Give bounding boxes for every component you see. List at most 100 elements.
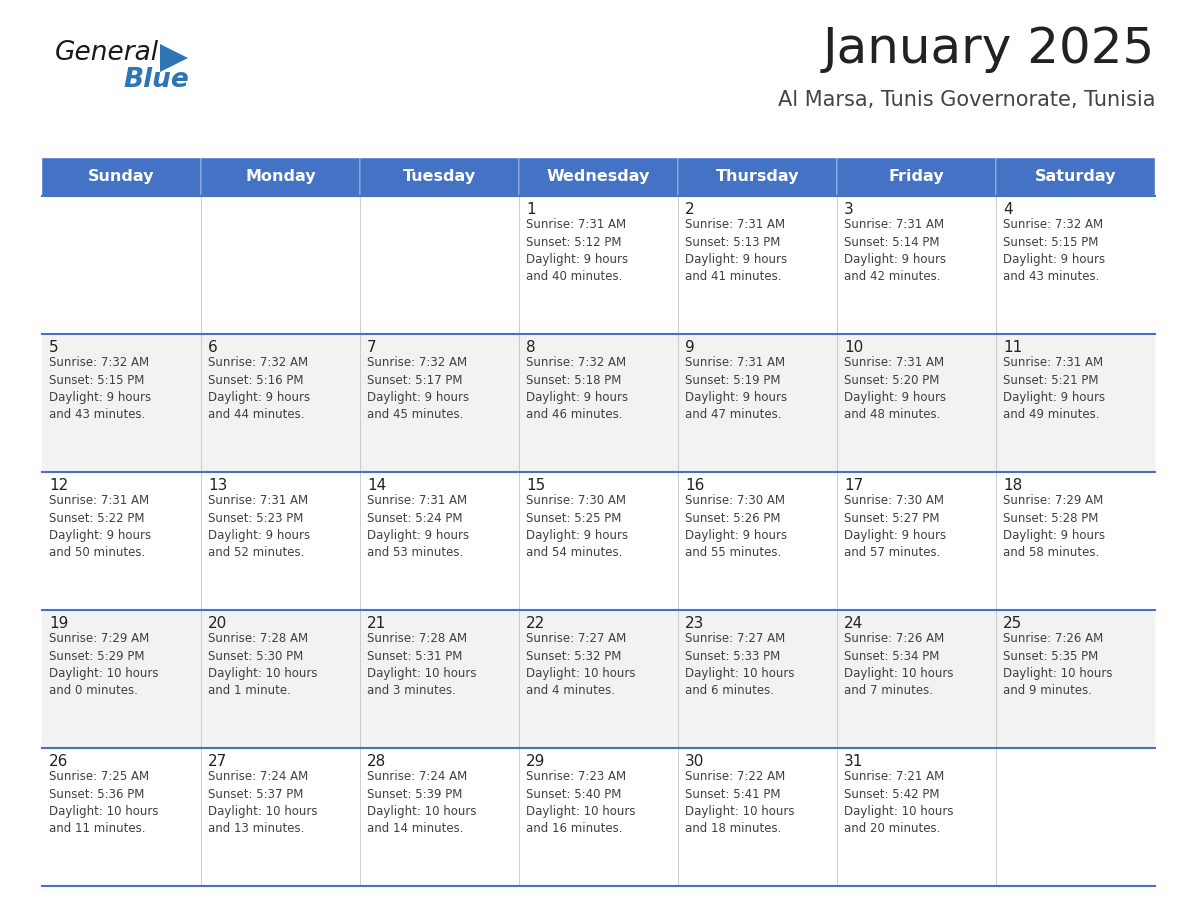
Text: Sunrise: 7:30 AM
Sunset: 5:26 PM
Daylight: 9 hours
and 55 minutes.: Sunrise: 7:30 AM Sunset: 5:26 PM Dayligh… <box>685 494 788 559</box>
Bar <box>201 334 360 472</box>
Bar <box>42 334 201 472</box>
Bar <box>996 196 1155 334</box>
Text: Sunrise: 7:32 AM
Sunset: 5:15 PM
Daylight: 9 hours
and 43 minutes.: Sunrise: 7:32 AM Sunset: 5:15 PM Dayligh… <box>1003 218 1105 284</box>
Text: 5: 5 <box>49 340 58 355</box>
Polygon shape <box>160 44 188 72</box>
Bar <box>838 610 996 748</box>
Bar <box>678 472 838 610</box>
Bar <box>996 472 1155 610</box>
Text: 4: 4 <box>1003 202 1012 217</box>
Text: Sunrise: 7:32 AM
Sunset: 5:16 PM
Daylight: 9 hours
and 44 minutes.: Sunrise: 7:32 AM Sunset: 5:16 PM Dayligh… <box>208 356 310 421</box>
Text: Blue: Blue <box>124 67 189 93</box>
Text: Friday: Friday <box>889 170 944 185</box>
Bar <box>996 158 1155 196</box>
Bar <box>996 610 1155 748</box>
Bar <box>519 334 678 472</box>
Bar <box>201 158 360 196</box>
Text: 24: 24 <box>843 616 864 631</box>
Bar <box>838 748 996 886</box>
Bar <box>360 334 519 472</box>
Text: 19: 19 <box>49 616 69 631</box>
Text: Sunrise: 7:25 AM
Sunset: 5:36 PM
Daylight: 10 hours
and 11 minutes.: Sunrise: 7:25 AM Sunset: 5:36 PM Dayligh… <box>49 770 158 835</box>
Text: Sunrise: 7:32 AM
Sunset: 5:15 PM
Daylight: 9 hours
and 43 minutes.: Sunrise: 7:32 AM Sunset: 5:15 PM Dayligh… <box>49 356 151 421</box>
Bar <box>838 334 996 472</box>
Bar <box>360 158 519 196</box>
Text: Sunrise: 7:31 AM
Sunset: 5:23 PM
Daylight: 9 hours
and 52 minutes.: Sunrise: 7:31 AM Sunset: 5:23 PM Dayligh… <box>208 494 310 559</box>
Text: Sunrise: 7:31 AM
Sunset: 5:19 PM
Daylight: 9 hours
and 47 minutes.: Sunrise: 7:31 AM Sunset: 5:19 PM Dayligh… <box>685 356 788 421</box>
Text: 3: 3 <box>843 202 854 217</box>
Bar <box>519 158 678 196</box>
Bar <box>519 196 678 334</box>
Bar <box>201 748 360 886</box>
Text: Sunrise: 7:30 AM
Sunset: 5:27 PM
Daylight: 9 hours
and 57 minutes.: Sunrise: 7:30 AM Sunset: 5:27 PM Dayligh… <box>843 494 946 559</box>
Text: 16: 16 <box>685 478 704 493</box>
Text: Sunrise: 7:24 AM
Sunset: 5:37 PM
Daylight: 10 hours
and 13 minutes.: Sunrise: 7:24 AM Sunset: 5:37 PM Dayligh… <box>208 770 317 835</box>
Bar <box>201 196 360 334</box>
Text: Thursday: Thursday <box>715 170 800 185</box>
Bar <box>42 472 201 610</box>
Text: General: General <box>55 40 159 66</box>
Text: 11: 11 <box>1003 340 1022 355</box>
Text: 25: 25 <box>1003 616 1022 631</box>
Text: 20: 20 <box>208 616 227 631</box>
Text: Sunrise: 7:30 AM
Sunset: 5:25 PM
Daylight: 9 hours
and 54 minutes.: Sunrise: 7:30 AM Sunset: 5:25 PM Dayligh… <box>526 494 628 559</box>
Text: Sunrise: 7:31 AM
Sunset: 5:12 PM
Daylight: 9 hours
and 40 minutes.: Sunrise: 7:31 AM Sunset: 5:12 PM Dayligh… <box>526 218 628 284</box>
Text: Sunrise: 7:31 AM
Sunset: 5:20 PM
Daylight: 9 hours
and 48 minutes.: Sunrise: 7:31 AM Sunset: 5:20 PM Dayligh… <box>843 356 946 421</box>
Text: Sunrise: 7:32 AM
Sunset: 5:18 PM
Daylight: 9 hours
and 46 minutes.: Sunrise: 7:32 AM Sunset: 5:18 PM Dayligh… <box>526 356 628 421</box>
Text: Sunrise: 7:31 AM
Sunset: 5:21 PM
Daylight: 9 hours
and 49 minutes.: Sunrise: 7:31 AM Sunset: 5:21 PM Dayligh… <box>1003 356 1105 421</box>
Text: 15: 15 <box>526 478 545 493</box>
Text: 8: 8 <box>526 340 536 355</box>
Bar <box>838 158 996 196</box>
Bar <box>996 334 1155 472</box>
Text: Sunrise: 7:31 AM
Sunset: 5:22 PM
Daylight: 9 hours
and 50 minutes.: Sunrise: 7:31 AM Sunset: 5:22 PM Dayligh… <box>49 494 151 559</box>
Text: Sunrise: 7:26 AM
Sunset: 5:34 PM
Daylight: 10 hours
and 7 minutes.: Sunrise: 7:26 AM Sunset: 5:34 PM Dayligh… <box>843 632 954 698</box>
Text: Sunrise: 7:28 AM
Sunset: 5:30 PM
Daylight: 10 hours
and 1 minute.: Sunrise: 7:28 AM Sunset: 5:30 PM Dayligh… <box>208 632 317 698</box>
Bar <box>42 196 201 334</box>
Text: 14: 14 <box>367 478 386 493</box>
Text: Sunrise: 7:21 AM
Sunset: 5:42 PM
Daylight: 10 hours
and 20 minutes.: Sunrise: 7:21 AM Sunset: 5:42 PM Dayligh… <box>843 770 954 835</box>
Text: 27: 27 <box>208 754 227 769</box>
Bar <box>678 610 838 748</box>
Bar <box>42 158 201 196</box>
Bar <box>201 472 360 610</box>
Text: Sunrise: 7:31 AM
Sunset: 5:13 PM
Daylight: 9 hours
and 41 minutes.: Sunrise: 7:31 AM Sunset: 5:13 PM Dayligh… <box>685 218 788 284</box>
Text: 23: 23 <box>685 616 704 631</box>
Bar <box>996 748 1155 886</box>
Text: 9: 9 <box>685 340 695 355</box>
Text: 21: 21 <box>367 616 386 631</box>
Text: Sunrise: 7:26 AM
Sunset: 5:35 PM
Daylight: 10 hours
and 9 minutes.: Sunrise: 7:26 AM Sunset: 5:35 PM Dayligh… <box>1003 632 1112 698</box>
Text: 29: 29 <box>526 754 545 769</box>
Text: Sunrise: 7:27 AM
Sunset: 5:32 PM
Daylight: 10 hours
and 4 minutes.: Sunrise: 7:27 AM Sunset: 5:32 PM Dayligh… <box>526 632 636 698</box>
Text: Tuesday: Tuesday <box>403 170 476 185</box>
Text: Al Marsa, Tunis Governorate, Tunisia: Al Marsa, Tunis Governorate, Tunisia <box>777 90 1155 110</box>
Text: 13: 13 <box>208 478 227 493</box>
Text: 26: 26 <box>49 754 69 769</box>
Bar <box>201 610 360 748</box>
Text: Saturday: Saturday <box>1035 170 1117 185</box>
Text: 22: 22 <box>526 616 545 631</box>
Text: Sunrise: 7:29 AM
Sunset: 5:29 PM
Daylight: 10 hours
and 0 minutes.: Sunrise: 7:29 AM Sunset: 5:29 PM Dayligh… <box>49 632 158 698</box>
Text: Sunrise: 7:27 AM
Sunset: 5:33 PM
Daylight: 10 hours
and 6 minutes.: Sunrise: 7:27 AM Sunset: 5:33 PM Dayligh… <box>685 632 795 698</box>
Text: January 2025: January 2025 <box>823 25 1155 73</box>
Text: Sunrise: 7:28 AM
Sunset: 5:31 PM
Daylight: 10 hours
and 3 minutes.: Sunrise: 7:28 AM Sunset: 5:31 PM Dayligh… <box>367 632 476 698</box>
Text: 6: 6 <box>208 340 217 355</box>
Bar <box>360 196 519 334</box>
Bar <box>678 334 838 472</box>
Text: Sunrise: 7:23 AM
Sunset: 5:40 PM
Daylight: 10 hours
and 16 minutes.: Sunrise: 7:23 AM Sunset: 5:40 PM Dayligh… <box>526 770 636 835</box>
Bar <box>519 748 678 886</box>
Bar <box>42 610 201 748</box>
Text: Sunrise: 7:32 AM
Sunset: 5:17 PM
Daylight: 9 hours
and 45 minutes.: Sunrise: 7:32 AM Sunset: 5:17 PM Dayligh… <box>367 356 469 421</box>
Text: 28: 28 <box>367 754 386 769</box>
Text: 10: 10 <box>843 340 864 355</box>
Text: 7: 7 <box>367 340 377 355</box>
Text: 2: 2 <box>685 202 695 217</box>
Bar <box>519 472 678 610</box>
Text: Sunrise: 7:31 AM
Sunset: 5:24 PM
Daylight: 9 hours
and 53 minutes.: Sunrise: 7:31 AM Sunset: 5:24 PM Dayligh… <box>367 494 469 559</box>
Text: Sunrise: 7:31 AM
Sunset: 5:14 PM
Daylight: 9 hours
and 42 minutes.: Sunrise: 7:31 AM Sunset: 5:14 PM Dayligh… <box>843 218 946 284</box>
Text: 17: 17 <box>843 478 864 493</box>
Text: 1: 1 <box>526 202 536 217</box>
Bar <box>678 158 838 196</box>
Text: 12: 12 <box>49 478 68 493</box>
Text: Sunrise: 7:24 AM
Sunset: 5:39 PM
Daylight: 10 hours
and 14 minutes.: Sunrise: 7:24 AM Sunset: 5:39 PM Dayligh… <box>367 770 476 835</box>
Bar <box>42 748 201 886</box>
